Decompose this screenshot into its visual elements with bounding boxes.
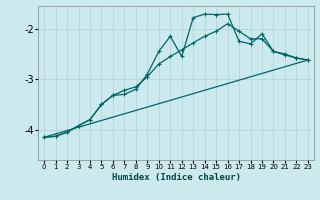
X-axis label: Humidex (Indice chaleur): Humidex (Indice chaleur) [111, 173, 241, 182]
